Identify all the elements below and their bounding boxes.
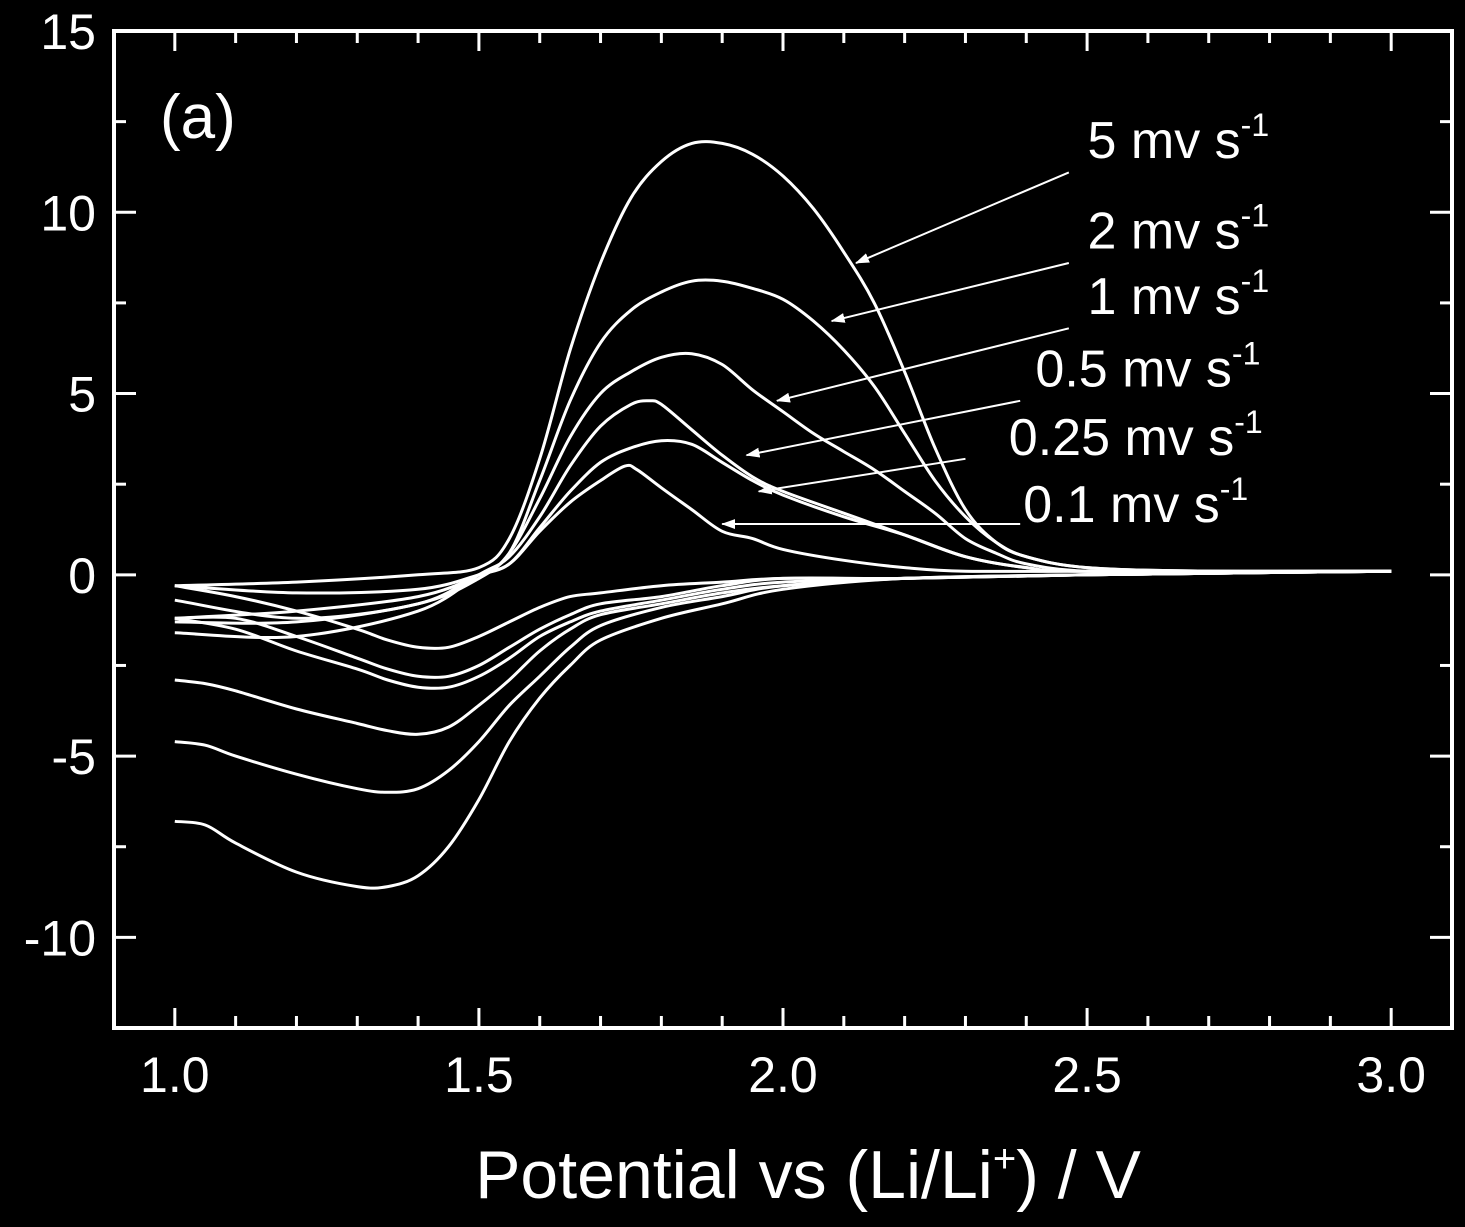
series-6-label: 0.1 mv s-1 <box>1023 471 1248 534</box>
y-tick-label: -10 <box>24 910 96 966</box>
y-tick-label: 15 <box>40 4 96 60</box>
x-axis-title: Potential vs (Li/Li+) / V <box>475 1137 1141 1213</box>
y-tick-label: -5 <box>52 729 96 785</box>
y-tick-label: 0 <box>68 548 96 604</box>
x-tick-label: 2.0 <box>748 1047 818 1103</box>
series-5-label: 0.25 mv s-1 <box>1009 404 1263 467</box>
y-tick-label: 5 <box>68 367 96 423</box>
y-tick-label: 10 <box>40 185 96 241</box>
x-tick-label: 1.0 <box>140 1047 210 1103</box>
x-tick-label: 2.5 <box>1052 1047 1122 1103</box>
series-4-label: 0.5 mv s-1 <box>1035 335 1260 398</box>
x-tick-label: 3.0 <box>1356 1047 1426 1103</box>
panel-label: (a) <box>160 83 236 152</box>
x-tick-label: 1.5 <box>444 1047 514 1103</box>
